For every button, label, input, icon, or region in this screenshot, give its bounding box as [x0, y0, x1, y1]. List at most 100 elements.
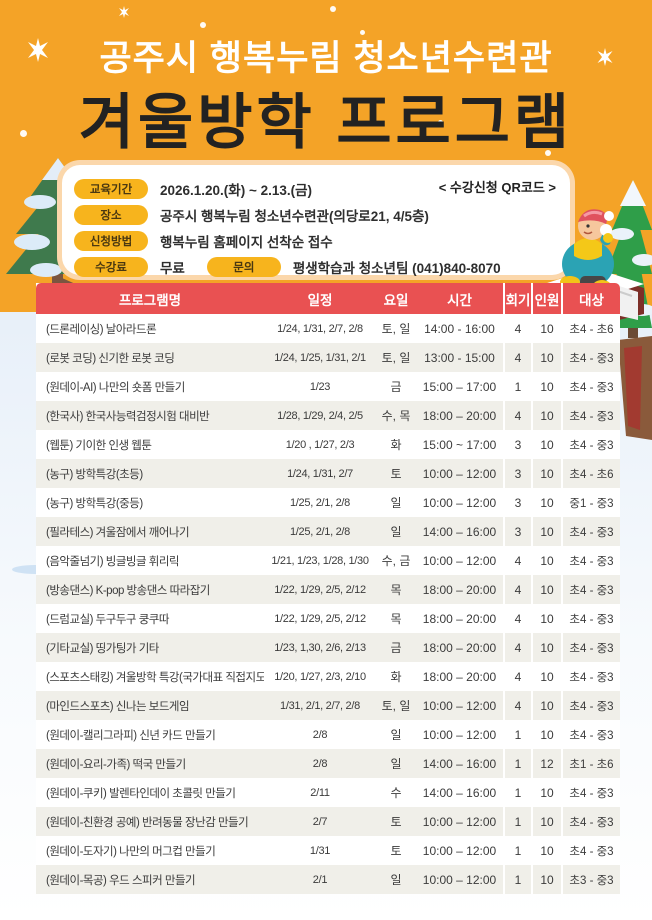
cell-target: 초4 - 중3 — [561, 604, 620, 633]
cell-capacity: 10 — [531, 401, 562, 430]
cell-program-name: (한국사) 한국사능력검정시험 대비반 — [36, 401, 264, 430]
cell-dates: 2/8 — [312, 728, 328, 741]
cell-program-name: (웹툰) 기이한 인생 웹툰 — [46, 439, 152, 452]
info-row-fee-contact: 수강료 무료 문의 평생학습과 청소년팀 (041)840-8070 — [74, 257, 556, 277]
cell-days: 토 — [376, 807, 416, 836]
program-row: (원데이-도자기) 나만의 머그컵 만들기 1/31 토 10:00 – 12:00 1… — [36, 836, 620, 865]
cell-capacity: 10 — [531, 720, 562, 749]
cell-capacity: 10 — [531, 836, 562, 865]
cell-sessions: 4 — [503, 633, 532, 662]
cell-capacity: 10 — [531, 488, 562, 517]
program-row: (드론레이싱) 날아라드론 1/24, 1/31, 2/7, 2/8 토, 일 14:… — [36, 314, 620, 343]
cell-days: 화 — [390, 438, 402, 452]
info-row-apply: 신청방법 행복누림 홈페이지 선착순 접수 — [74, 231, 556, 251]
cell-capacity: 10 — [531, 604, 562, 633]
cell-capacity: 10 — [531, 662, 562, 691]
cell-program-name: (농구) 방학특강(중등) — [46, 497, 143, 510]
cell-dates: 1/24, 1/31, 2/7, 2/8 — [277, 322, 363, 335]
poster-subtitle: 공주시 행복누림 청소년수련관 — [99, 39, 553, 78]
cell-target: 초4 - 중3 — [561, 807, 620, 836]
cell-program-name: (원데이-친환경 공예) 반려동물 장난감 만들기 — [36, 807, 264, 836]
cell-program-name: (원데이-쿠키) 발렌타인데이 초콜릿 만들기 — [46, 787, 236, 800]
cell-time: 14:00 – 16:00 — [416, 517, 504, 546]
cell-target: 초1 - 초6 — [561, 749, 620, 778]
cell-days: 수 — [390, 786, 402, 800]
star-icon — [28, 38, 48, 62]
cell-target: 초4 - 중3 — [561, 836, 620, 865]
apply-pill: 신청방법 — [74, 231, 148, 251]
cell-sessions: 1 — [503, 720, 532, 749]
cell-days: 토 — [376, 459, 416, 488]
snow-dot-icon — [330, 6, 336, 12]
cell-capacity: 10 — [531, 575, 562, 604]
program-row: (스포츠스태킹) 겨울방학 특강(국가대표 직접지도) 1/20, 1/27, 2… — [36, 662, 620, 691]
cell-dates: 2/7 — [264, 807, 376, 836]
program-row: (원데이-요리-가족) 떡국 만들기 2/8 일 14:00 – 16:00 1 12 초1… — [36, 749, 620, 778]
cell-time: 18:00 – 20:00 — [416, 401, 504, 430]
cell-dates: 1/22, 1/29, 2/5, 2/12 — [274, 612, 366, 625]
cell-sessions: 3 — [503, 459, 532, 488]
cell-capacity: 10 — [531, 517, 562, 546]
cell-time: 18:00 – 20:00 — [422, 669, 497, 684]
cell-program-name: (원데이-도자기) 나만의 머그컵 만들기 — [46, 845, 216, 858]
cell-time: 10:00 – 12:00 — [422, 495, 497, 510]
cell-days: 일 — [376, 749, 416, 778]
cell-time: 13:00 - 15:00 — [416, 343, 504, 372]
cell-time: 10:00 – 12:00 — [416, 459, 504, 488]
cell-program-name: (농구) 방학특강(초등) — [36, 459, 264, 488]
cell-capacity: 10 — [531, 633, 562, 662]
program-row: (웹툰) 기이한 인생 웹툰 1/20 , 1/27, 2/3 화 15:00 ~ 1… — [36, 430, 620, 459]
cell-time: 14:00 – 16:00 — [416, 749, 504, 778]
cell-capacity: 10 — [531, 691, 562, 720]
column-header-sessions: 회기 — [503, 283, 532, 314]
cell-dates: 1/24, 1/31, 2/7 — [264, 459, 376, 488]
cell-time: 18:00 – 20:00 — [416, 575, 504, 604]
qr-note: < 수강신청 QR코드 > — [438, 180, 556, 195]
cell-target: 초4 - 중3 — [561, 691, 620, 720]
cell-dates: 2/8 — [264, 749, 376, 778]
snow-dot-icon — [438, 120, 443, 125]
program-row: (로봇 코딩) 신기한 로봇 코딩 1/24, 1/25, 1/31, 2/1 토,… — [36, 343, 620, 372]
snow-dot-icon — [200, 22, 206, 28]
snow-mound — [12, 565, 58, 574]
program-row: (방송댄스) K-pop 방송댄스 따라잡기 1/22, 1/29, 2/5, 2… — [36, 575, 620, 604]
info-card: < 수강신청 QR코드 > 교육기간 2026.1.20.(화) ~ 2.13.… — [62, 165, 570, 277]
cell-days: 금 — [390, 380, 402, 394]
column-header-capacity: 인원 — [531, 283, 562, 314]
cell-target: 초3 - 중3 — [561, 865, 620, 894]
place-value: 공주시 행복누림 청소년수련관(의당로21, 4/5층) — [160, 209, 429, 224]
cell-sessions: 4 — [503, 575, 532, 604]
cell-days: 일 — [376, 517, 416, 546]
program-row: (필라테스) 겨울잠에서 깨어나기 1/25, 2/1, 2/8 일 14:00 – … — [36, 517, 620, 546]
snow-dot-icon — [360, 30, 365, 35]
fee-value: 무료 — [160, 261, 185, 276]
table-header: 프로그램명 일정 요일 시간 회기 인원 대상 — [36, 283, 620, 314]
star-icon — [597, 48, 613, 66]
cell-program-name: (기타교실) 띵가팅가 기타 — [36, 633, 264, 662]
cell-sessions: 4 — [503, 604, 532, 633]
cell-time: 10:00 – 12:00 — [422, 553, 497, 568]
column-header-program-name: 프로그램명 — [36, 283, 264, 314]
cell-sessions: 4 — [503, 401, 532, 430]
cell-time: 10:00 – 12:00 — [416, 691, 504, 720]
program-row: (원데이-친환경 공예) 반려동물 장난감 만들기 2/7 토 10:00 – 12:… — [36, 807, 620, 836]
apply-value: 행복누림 홈페이지 선착순 접수 — [160, 235, 333, 250]
cell-time: 15:00 – 17:00 — [422, 379, 497, 394]
cell-days: 금 — [376, 633, 416, 662]
program-table: 프로그램명 일정 요일 시간 회기 인원 대상 (드론레이싱) 날아라드론 1/24, 1/3… — [36, 283, 620, 894]
cell-program-name: (원데이-목공) 우드 스피커 만들기 — [36, 865, 264, 894]
info-row-education-period: 교육기간 2026.1.20.(화) ~ 2.13.(금) — [74, 179, 556, 199]
cell-sessions: 4 — [503, 314, 532, 343]
cell-target: 초4 - 중3 — [561, 778, 620, 807]
cell-time: 10:00 – 12:00 — [422, 727, 497, 742]
cell-capacity: 10 — [531, 314, 562, 343]
cell-sessions: 4 — [503, 546, 532, 575]
program-row: (드럼교실) 두구두구 쿵쿠따 1/22, 1/29, 2/5, 2/12 목 18:… — [36, 604, 620, 633]
program-row: (마인드스포츠) 신나는 보드게임 1/31, 2/1, 2/7, 2/8 토, 일… — [36, 691, 620, 720]
cell-dates: 1/23, 1,30, 2/6, 2/13 — [264, 633, 376, 662]
cell-capacity: 10 — [531, 807, 562, 836]
cell-sessions: 1 — [503, 749, 532, 778]
snow-dot-icon — [545, 150, 551, 156]
cell-target: 초4 - 중3 — [561, 430, 620, 459]
cell-program-name: (원데이-캘리그라피) 신년 카드 만들기 — [46, 729, 216, 742]
